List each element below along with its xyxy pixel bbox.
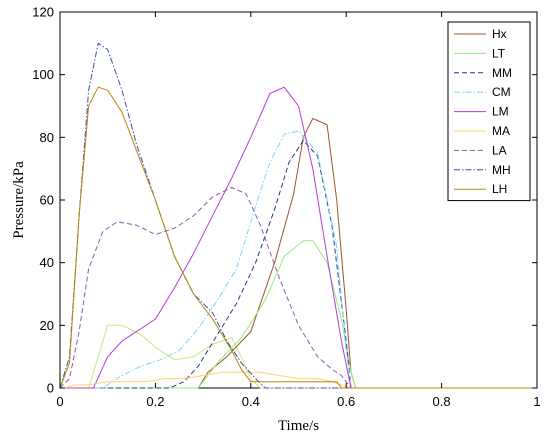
series-line-mm (60, 140, 537, 389)
series-lines (59, 42, 537, 389)
y-tick-label: 40 (40, 255, 54, 270)
x-tick-label: 0 (56, 394, 63, 409)
series-line-cm (60, 130, 537, 389)
y-tick-label: 60 (40, 193, 54, 208)
series-line-lt (60, 240, 537, 389)
legend-label-ma: MA (492, 124, 510, 138)
y-tick-label: 120 (32, 5, 54, 20)
series-line-lh (59, 86, 537, 389)
legend-label-la: LA (492, 143, 507, 157)
y-tick-label: 100 (32, 67, 54, 82)
y-tick-label: 80 (40, 130, 54, 145)
series-line-unlabeled (60, 324, 537, 389)
x-axis-title: Time/s (278, 418, 319, 434)
x-tick-label: 1 (533, 394, 540, 409)
y-tick-label: 20 (40, 318, 54, 333)
series-line-mh (59, 42, 537, 389)
legend-label-mh: MH (492, 163, 511, 177)
legend-label-mm: MM (492, 66, 512, 80)
x-tick-label: 0.8 (433, 394, 451, 409)
chart-legend: Hx LT MM CM LM MA LA MH LH (447, 21, 531, 202)
series-line-la (59, 187, 537, 389)
legend-label-cm: CM (492, 85, 511, 99)
legend-label-lm: LM (492, 105, 509, 119)
y-tick-label: 0 (47, 381, 54, 396)
y-axis-ticks: 0 20 40 60 80 100 120 (32, 5, 537, 396)
legend-label-lh: LH (492, 182, 507, 196)
y-axis-title: Pressure/kPa (11, 161, 27, 239)
x-axis-ticks: 0 0.2 0.4 0.6 0.8 1 (56, 12, 541, 409)
series-line-ma (60, 371, 537, 389)
legend-label-lt: LT (492, 46, 506, 60)
x-tick-label: 0.4 (242, 394, 260, 409)
legend-label-hx: Hx (492, 27, 507, 41)
x-tick-label: 0.6 (337, 394, 355, 409)
series-line-lm (60, 86, 537, 389)
x-tick-label: 0.2 (146, 394, 164, 409)
